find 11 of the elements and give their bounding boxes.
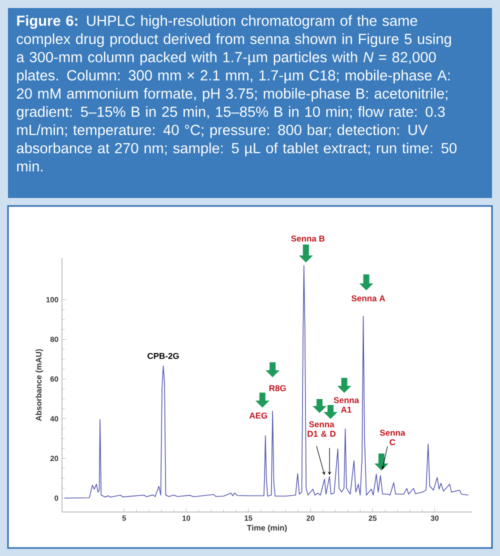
annotation: Senna B: [291, 236, 325, 242]
y-axis-title: Absorbance (mAU): [36, 349, 44, 422]
annotation: Senna A1: [334, 397, 360, 413]
annotation: R8G: [269, 385, 286, 392]
x-axis-title: Time (min): [246, 524, 287, 532]
annotation: CPB-2G: [148, 352, 179, 359]
annotation: AEG: [249, 412, 268, 419]
chart-title: Figure 6: UHPLC high-resolution chromatogram of the same complex drug product derived from senna shown in Figure 5 using a 300-mm column packed with 1.7-µm particles with N = 82,000 plates. Column: 300 mm × 2.1 mm, 1.7-µm C18; mobile-phase A: 20 mM ammonium formate, pH 3.75; mobile-phase B: acetonitrile; gradient: 5–15% B in 25 min, 15–85% B in 10 min; flow rate: 0.3 mL/min; temperature: 40 °C; pressure: 800 bar; detection: UV absorbance at 270 nm; sample: 5 µL of tablet extract; run time: 50 min.: [16, 15, 457, 172]
annotation: Senna D1 & D: [308, 421, 336, 437]
annotation: Senna C: [380, 430, 406, 446]
annotation: Senna A: [352, 295, 386, 302]
